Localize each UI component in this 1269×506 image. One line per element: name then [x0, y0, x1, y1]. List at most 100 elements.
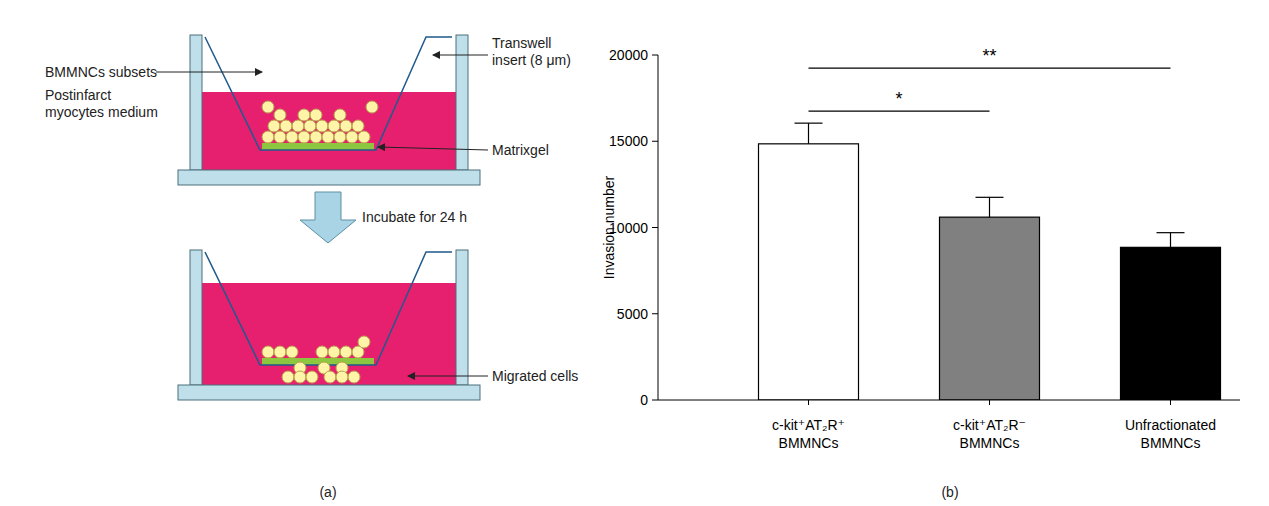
- cell: [304, 120, 316, 132]
- bar: [940, 217, 1040, 400]
- error-cap: [1157, 232, 1185, 233]
- figure: Incubate for 24 h BMMNCs subsets Postinfar…: [0, 0, 1269, 506]
- leader-line: [433, 55, 488, 56]
- x-axis: [658, 400, 1240, 401]
- leader-line: [408, 376, 488, 377]
- y-tick: [652, 55, 658, 56]
- cell: [310, 131, 322, 143]
- y-axis-title: Invasion number: [601, 175, 617, 279]
- cell: [366, 101, 378, 113]
- well: [178, 250, 480, 400]
- cell: [340, 346, 352, 358]
- x-tick-label-line: BMMNCs: [1141, 435, 1201, 451]
- panel-label: (a): [319, 484, 336, 500]
- insert-label: Transwellinsert (8 μm): [492, 35, 571, 68]
- cell: [298, 131, 310, 143]
- y-tick: [652, 313, 658, 314]
- step-label: Incubate for 24 h: [362, 209, 467, 225]
- y-tick: [652, 400, 658, 401]
- significance-label: **: [982, 46, 996, 66]
- cell: [358, 131, 370, 143]
- cell: [292, 120, 304, 132]
- migrated-cell: [348, 371, 360, 383]
- well-wall: [456, 250, 468, 385]
- medium-label-line: Postinfarct: [45, 87, 111, 103]
- x-tick-label: c-kit⁺AT₂R⁺ BMMNCs: [772, 417, 845, 451]
- cell: [334, 131, 346, 143]
- migrated-cell: [336, 371, 348, 383]
- cell: [268, 120, 280, 132]
- cells-label: BMMNCs subsets: [45, 64, 157, 80]
- x-tick-label: Unfractionated BMMNCs: [1125, 417, 1216, 451]
- matrixgel: [262, 143, 374, 150]
- cell: [262, 131, 274, 143]
- significance-bracket: [809, 68, 1171, 69]
- well-wall: [190, 35, 202, 170]
- error-cap: [976, 197, 1004, 198]
- x-tick: [808, 400, 809, 405]
- well: [178, 35, 480, 185]
- leader-line: [378, 147, 488, 150]
- x-tick-label-line: Unfractionated: [1125, 417, 1216, 433]
- cell: [316, 120, 328, 132]
- x-tick: [1170, 400, 1171, 405]
- bar: [1121, 247, 1221, 400]
- cell: [280, 120, 292, 132]
- well-base: [178, 385, 480, 400]
- migrated-cell: [324, 371, 336, 383]
- transwell-insert: [205, 252, 452, 365]
- y-tick-label: 15000: [609, 133, 648, 149]
- leader-line: [156, 72, 262, 73]
- cell: [310, 109, 322, 121]
- medium: [202, 283, 456, 385]
- medium: [202, 92, 456, 170]
- cell: [274, 346, 286, 358]
- cell: [358, 336, 370, 348]
- significance-bracket: [809, 111, 990, 112]
- error-whisker: [1170, 233, 1171, 248]
- cell: [316, 346, 328, 358]
- panel-label: (b): [941, 484, 958, 500]
- x-tick-label: c-kit⁺AT₂R⁻ BMMNCs: [953, 417, 1026, 451]
- cell: [286, 346, 298, 358]
- cell: [274, 131, 286, 143]
- migrated-label: Migrated cells: [492, 368, 578, 384]
- error-bar: [976, 197, 1004, 217]
- error-whisker: [808, 123, 809, 144]
- cell: [346, 131, 358, 143]
- x-tick-label-line: c-kit⁺AT₂R⁺: [772, 417, 845, 433]
- x-tick: [989, 400, 990, 405]
- matrixgel: [262, 358, 374, 365]
- x-tick-label-line: c-kit⁺AT₂R⁻: [953, 417, 1026, 433]
- insert-label-line: insert (8 μm): [492, 52, 571, 68]
- y-tick-label: 0: [640, 392, 648, 408]
- x-tick-label-line: BMMNCs: [779, 435, 839, 451]
- migrated-cell: [306, 371, 318, 383]
- cell: [334, 109, 346, 121]
- y-tick-label: 20000: [609, 47, 648, 63]
- cell: [274, 109, 286, 121]
- y-tick: [652, 141, 658, 142]
- significance-label: *: [895, 89, 902, 109]
- cell: [352, 120, 364, 132]
- cell: [322, 131, 334, 143]
- bar: [759, 144, 859, 400]
- well-wall: [190, 250, 202, 385]
- error-cap: [795, 123, 823, 124]
- x-tick-label-line: BMMNCs: [960, 435, 1020, 451]
- medium-label-line: myocytes medium: [45, 104, 158, 120]
- migrated-cell: [294, 371, 306, 383]
- migrated-cell: [282, 371, 294, 383]
- insert-label-line: Transwell: [492, 35, 551, 51]
- error-bar: [795, 123, 823, 144]
- y-tick: [652, 227, 658, 228]
- error-whisker: [989, 197, 990, 217]
- transwell-insert: [205, 37, 452, 150]
- medium-label: Postinfarctmyocytes medium: [45, 87, 158, 120]
- y-tick-label: 5000: [617, 306, 648, 322]
- error-bar: [1157, 233, 1185, 248]
- gel-label: Matrixgel: [492, 142, 549, 158]
- cell: [298, 109, 310, 121]
- well-base: [178, 170, 480, 185]
- cell: [328, 346, 340, 358]
